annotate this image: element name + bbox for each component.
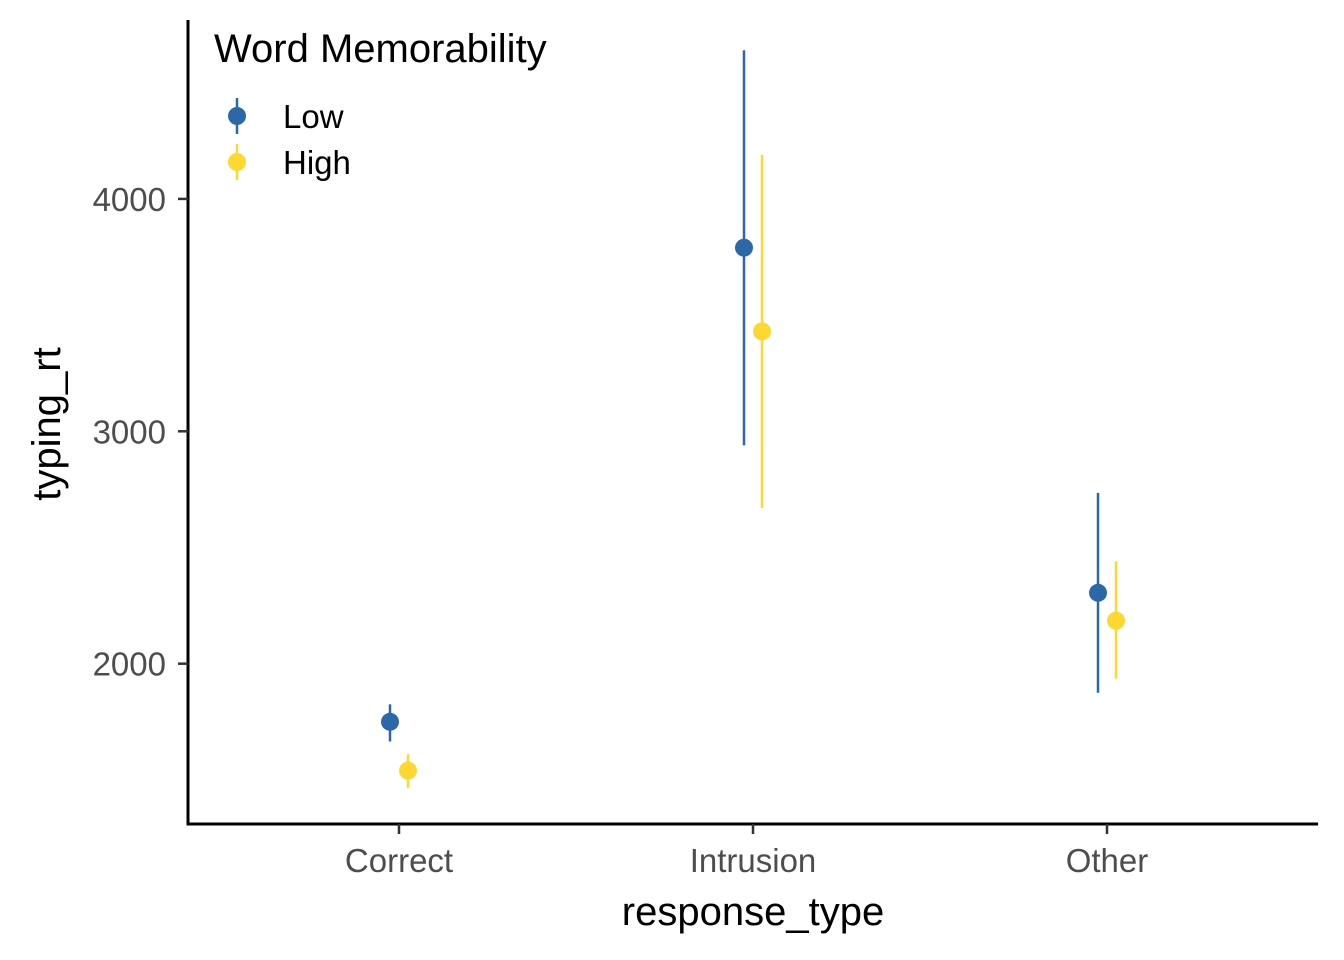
legend-key-point: [228, 107, 246, 125]
x-tick-label: Intrusion: [690, 842, 817, 879]
data-point: [735, 238, 753, 257]
y-tick-label: 2000: [93, 646, 166, 683]
x-ticks: Correct Intrusion Other: [345, 824, 1148, 879]
x-axis-title: response_type: [622, 890, 884, 934]
legend-key-point: [228, 153, 246, 171]
x-tick-label: Correct: [345, 842, 453, 879]
data-point: [753, 322, 771, 341]
plot-area: [381, 50, 1125, 788]
data-point: [1107, 611, 1125, 630]
legend-label: Low: [283, 98, 344, 135]
legend-title: Word Memorability: [214, 27, 547, 71]
y-axis-title: typing_rt: [25, 347, 69, 500]
y-tick-label: 4000: [93, 181, 166, 218]
legend-item-high: High: [228, 144, 351, 181]
legend-item-low: Low: [228, 98, 344, 135]
legend: Word Memorability Low High: [214, 27, 547, 181]
y-tick-label: 3000: [93, 413, 166, 450]
y-ticks: 2000 3000 4000: [93, 181, 188, 683]
data-point: [381, 712, 399, 731]
data-point: [1089, 583, 1107, 602]
series-low: [381, 50, 1107, 742]
data-point: [399, 761, 417, 780]
x-tick-label: Other: [1066, 842, 1149, 879]
series-high: [399, 154, 1125, 788]
legend-label: High: [283, 144, 351, 181]
